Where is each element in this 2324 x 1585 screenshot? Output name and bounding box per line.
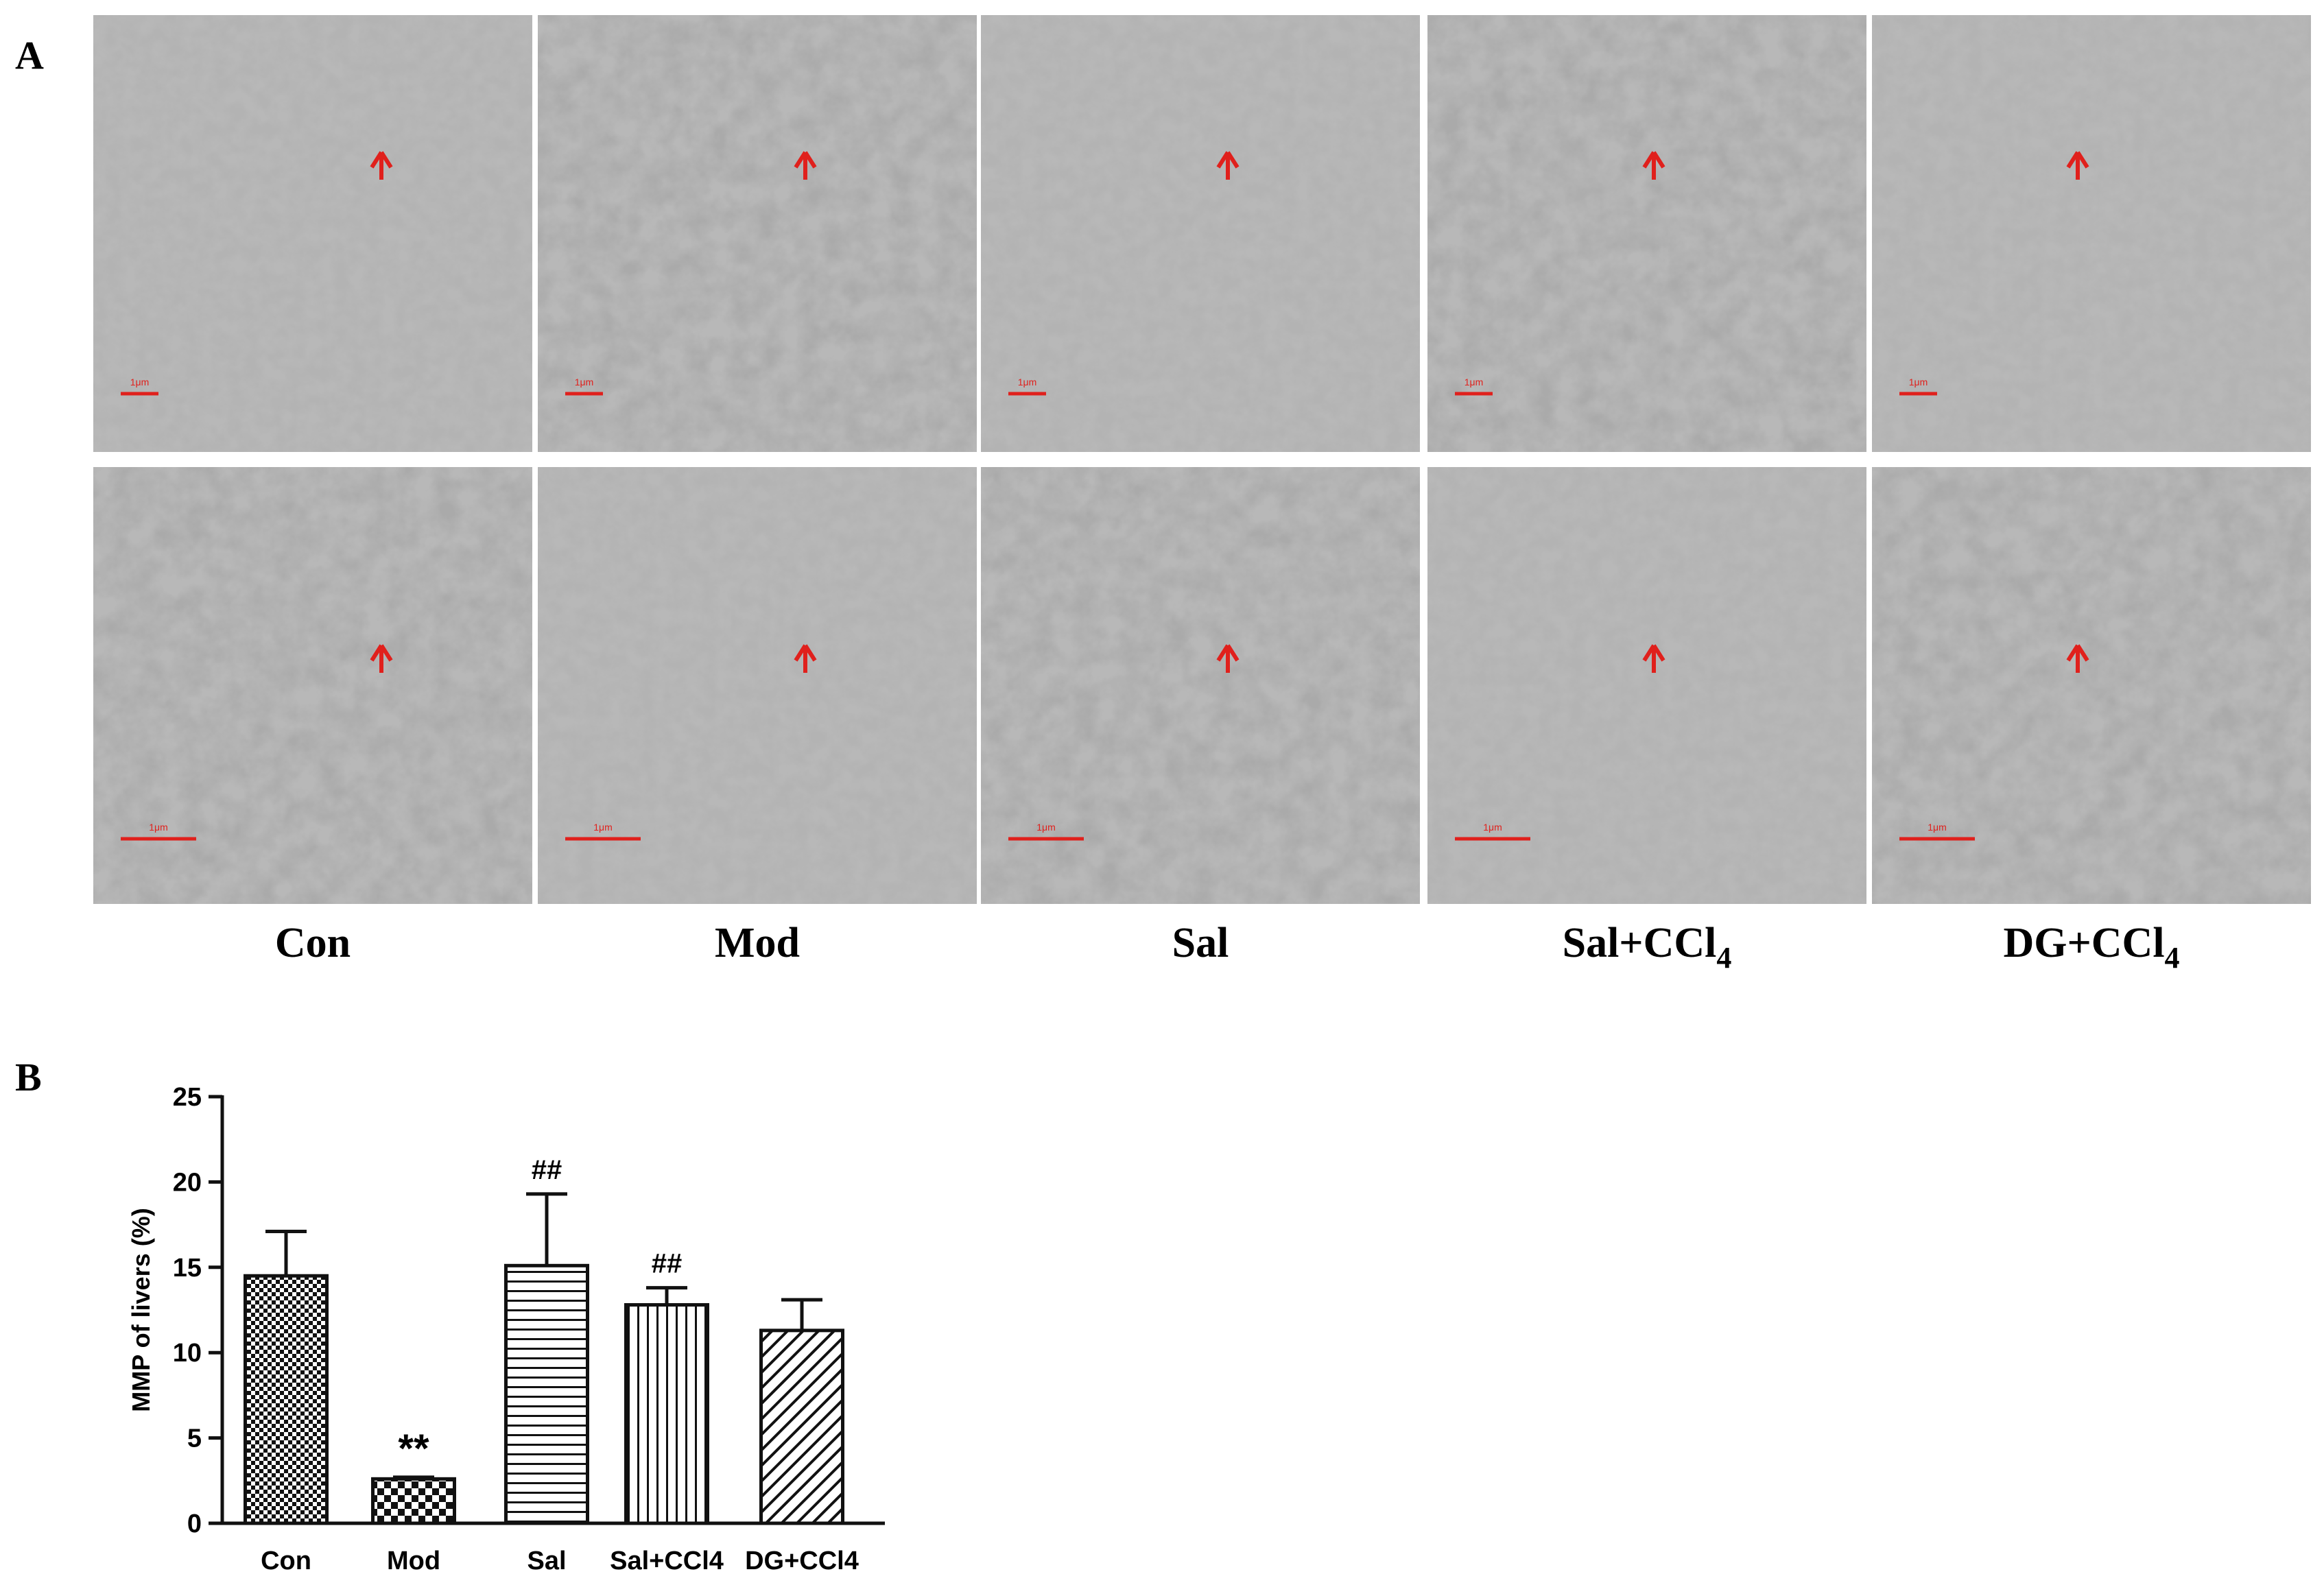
significance-label: ## bbox=[532, 1155, 562, 1185]
micrograph-texture bbox=[1427, 467, 1866, 904]
y-axis-label: MMP of livers (%) bbox=[127, 1208, 155, 1411]
micrograph: 1μm bbox=[538, 15, 977, 452]
arrow-marker bbox=[794, 151, 817, 180]
scale-bar-label: 1μm bbox=[1909, 377, 1928, 388]
group-label: DG+CCl4 bbox=[2003, 920, 2179, 975]
scale-bar-label: 1μm bbox=[130, 377, 150, 388]
micrograph: 1μm bbox=[538, 467, 977, 904]
micrograph: 1μm bbox=[1872, 15, 2311, 452]
bar bbox=[244, 1274, 329, 1525]
group-label-text: DG+CCl bbox=[2003, 920, 2164, 966]
x-tick-label: DG+CCl4 bbox=[745, 1547, 859, 1575]
group-label: Sal+CCl4 bbox=[1563, 920, 1732, 975]
x-tick-label: Sal bbox=[527, 1547, 566, 1575]
micrograph-texture bbox=[981, 15, 1420, 452]
arrow-marker bbox=[1216, 644, 1240, 673]
micrograph-texture bbox=[1427, 15, 1866, 452]
bar bbox=[624, 1303, 709, 1525]
micrograph-texture bbox=[538, 15, 977, 452]
group-label-text: Sal bbox=[1172, 920, 1229, 966]
group-label: Mod bbox=[715, 920, 800, 966]
error-bar bbox=[265, 1230, 307, 1276]
scale-bar-label: 1μm bbox=[149, 822, 168, 833]
micrograph: 1μm bbox=[93, 15, 532, 452]
y-tick-label: 0 bbox=[187, 1510, 202, 1538]
scale-bar-label: 1μm bbox=[1465, 377, 1484, 388]
y-tick-label: 25 bbox=[173, 1083, 202, 1112]
panel-label: A bbox=[15, 33, 44, 78]
micrograph-texture bbox=[93, 15, 532, 452]
error-bar bbox=[781, 1298, 822, 1331]
bar bbox=[759, 1328, 844, 1525]
scale-bar-label: 1μm bbox=[575, 377, 594, 388]
y-tick-label: 5 bbox=[187, 1425, 202, 1453]
micrograph-texture bbox=[1872, 15, 2311, 452]
y-tick-label: 20 bbox=[173, 1168, 202, 1197]
bar bbox=[504, 1263, 589, 1525]
scale-bar-label: 1μm bbox=[1928, 822, 1947, 833]
arrow-marker bbox=[370, 644, 393, 673]
micrograph-texture bbox=[93, 467, 532, 904]
group-label-subscript: 4 bbox=[2165, 941, 2180, 975]
arrow-marker bbox=[1642, 151, 1665, 180]
arrow-marker bbox=[1642, 644, 1665, 673]
x-tick-label: Sal+CCl4 bbox=[610, 1547, 724, 1575]
arrow-marker bbox=[2066, 151, 2089, 180]
group-label: Con bbox=[275, 920, 351, 966]
group-label: Sal bbox=[1172, 920, 1229, 966]
y-tick-label: 10 bbox=[173, 1339, 202, 1368]
bar bbox=[371, 1477, 456, 1525]
panel-label: B bbox=[15, 1055, 42, 1099]
micrograph-texture bbox=[981, 467, 1420, 904]
group-label-subscript: 4 bbox=[1716, 941, 1731, 975]
group-label-text: Con bbox=[275, 920, 351, 966]
arrow-marker bbox=[370, 151, 393, 180]
significance-label: ** bbox=[398, 1427, 429, 1471]
micrograph: 1μm bbox=[981, 15, 1420, 452]
error-bar bbox=[526, 1192, 567, 1266]
scale-bar-label: 1μm bbox=[1483, 822, 1502, 833]
group-label-text: Mod bbox=[715, 920, 800, 966]
group-label-text: Sal+CCl bbox=[1563, 920, 1717, 966]
micrograph-texture bbox=[1872, 467, 2311, 904]
arrow-marker bbox=[1216, 151, 1240, 180]
micrograph: 1μm bbox=[1872, 467, 2311, 904]
micrograph: 1μm bbox=[981, 467, 1420, 904]
scale-bar-label: 1μm bbox=[1036, 822, 1056, 833]
micrograph: 1μm bbox=[1427, 467, 1866, 904]
micrograph-texture bbox=[538, 467, 977, 904]
y-tick-label: 15 bbox=[173, 1254, 202, 1283]
x-tick-label: Con bbox=[261, 1547, 311, 1575]
significance-label: ## bbox=[652, 1249, 683, 1279]
micrograph: 1μm bbox=[93, 467, 532, 904]
arrow-marker bbox=[794, 644, 817, 673]
arrow-marker bbox=[2066, 644, 2089, 673]
micrograph: 1μm bbox=[1427, 15, 1866, 452]
scale-bar-label: 1μm bbox=[1018, 377, 1037, 388]
error-bar bbox=[646, 1286, 687, 1305]
x-tick-label: Mod bbox=[387, 1547, 440, 1575]
scale-bar-label: 1μm bbox=[593, 822, 613, 833]
